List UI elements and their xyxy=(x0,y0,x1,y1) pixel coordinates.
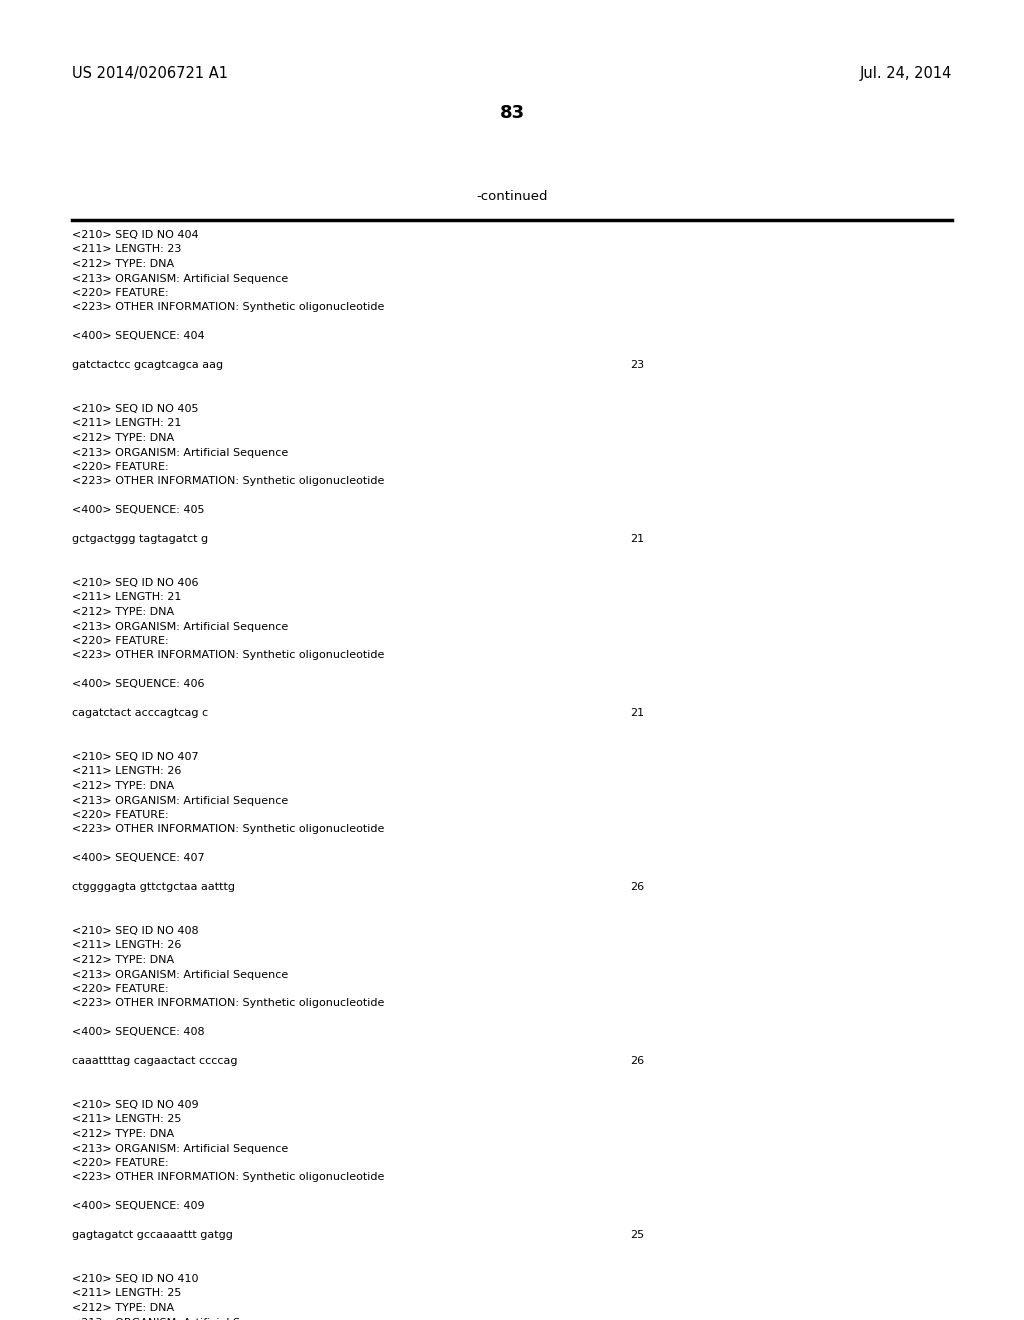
Text: ctggggagta gttctgctaa aatttg: ctggggagta gttctgctaa aatttg xyxy=(72,883,234,892)
Text: 26: 26 xyxy=(630,883,644,892)
Text: <213> ORGANISM: Artificial Sequence: <213> ORGANISM: Artificial Sequence xyxy=(72,969,288,979)
Text: <213> ORGANISM: Artificial Sequence: <213> ORGANISM: Artificial Sequence xyxy=(72,273,288,284)
Text: US 2014/0206721 A1: US 2014/0206721 A1 xyxy=(72,66,228,81)
Text: <223> OTHER INFORMATION: Synthetic oligonucleotide: <223> OTHER INFORMATION: Synthetic oligo… xyxy=(72,302,384,313)
Text: <212> TYPE: DNA: <212> TYPE: DNA xyxy=(72,259,174,269)
Text: <213> ORGANISM: Artificial Sequence: <213> ORGANISM: Artificial Sequence xyxy=(72,796,288,805)
Text: <212> TYPE: DNA: <212> TYPE: DNA xyxy=(72,433,174,444)
Text: <223> OTHER INFORMATION: Synthetic oligonucleotide: <223> OTHER INFORMATION: Synthetic oligo… xyxy=(72,998,384,1008)
Text: 83: 83 xyxy=(500,104,524,121)
Text: <211> LENGTH: 23: <211> LENGTH: 23 xyxy=(72,244,181,255)
Text: <220> FEATURE:: <220> FEATURE: xyxy=(72,462,169,473)
Text: <400> SEQUENCE: 405: <400> SEQUENCE: 405 xyxy=(72,506,205,516)
Text: <210> SEQ ID NO 407: <210> SEQ ID NO 407 xyxy=(72,752,199,762)
Text: 23: 23 xyxy=(630,360,644,371)
Text: <213> ORGANISM: Artificial Sequence: <213> ORGANISM: Artificial Sequence xyxy=(72,1143,288,1154)
Text: <211> LENGTH: 25: <211> LENGTH: 25 xyxy=(72,1288,181,1299)
Text: <211> LENGTH: 21: <211> LENGTH: 21 xyxy=(72,593,181,602)
Text: Jul. 24, 2014: Jul. 24, 2014 xyxy=(859,66,952,81)
Text: 21: 21 xyxy=(630,709,644,718)
Text: <210> SEQ ID NO 406: <210> SEQ ID NO 406 xyxy=(72,578,199,587)
Text: <223> OTHER INFORMATION: Synthetic oligonucleotide: <223> OTHER INFORMATION: Synthetic oligo… xyxy=(72,651,384,660)
Text: cagatctact acccagtcag c: cagatctact acccagtcag c xyxy=(72,709,208,718)
Text: <212> TYPE: DNA: <212> TYPE: DNA xyxy=(72,781,174,791)
Text: <223> OTHER INFORMATION: Synthetic oligonucleotide: <223> OTHER INFORMATION: Synthetic oligo… xyxy=(72,1172,384,1183)
Text: <223> OTHER INFORMATION: Synthetic oligonucleotide: <223> OTHER INFORMATION: Synthetic oligo… xyxy=(72,477,384,487)
Text: <213> ORGANISM: Artificial Sequence: <213> ORGANISM: Artificial Sequence xyxy=(72,622,288,631)
Text: <210> SEQ ID NO 409: <210> SEQ ID NO 409 xyxy=(72,1100,199,1110)
Text: gctgactggg tagtagatct g: gctgactggg tagtagatct g xyxy=(72,535,208,544)
Text: <211> LENGTH: 25: <211> LENGTH: 25 xyxy=(72,1114,181,1125)
Text: 26: 26 xyxy=(630,1056,644,1067)
Text: <210> SEQ ID NO 410: <210> SEQ ID NO 410 xyxy=(72,1274,199,1284)
Text: <220> FEATURE:: <220> FEATURE: xyxy=(72,1158,169,1168)
Text: <400> SEQUENCE: 406: <400> SEQUENCE: 406 xyxy=(72,680,205,689)
Text: <220> FEATURE:: <220> FEATURE: xyxy=(72,983,169,994)
Text: <212> TYPE: DNA: <212> TYPE: DNA xyxy=(72,607,174,616)
Text: caaattttag cagaactact ccccag: caaattttag cagaactact ccccag xyxy=(72,1056,238,1067)
Text: <212> TYPE: DNA: <212> TYPE: DNA xyxy=(72,954,174,965)
Text: <212> TYPE: DNA: <212> TYPE: DNA xyxy=(72,1129,174,1139)
Text: <400> SEQUENCE: 407: <400> SEQUENCE: 407 xyxy=(72,854,205,863)
Text: <211> LENGTH: 21: <211> LENGTH: 21 xyxy=(72,418,181,429)
Text: <211> LENGTH: 26: <211> LENGTH: 26 xyxy=(72,767,181,776)
Text: <220> FEATURE:: <220> FEATURE: xyxy=(72,288,169,298)
Text: <210> SEQ ID NO 408: <210> SEQ ID NO 408 xyxy=(72,927,199,936)
Text: <213> ORGANISM: Artificial Sequence: <213> ORGANISM: Artificial Sequence xyxy=(72,1317,288,1320)
Text: 25: 25 xyxy=(630,1230,644,1241)
Text: <223> OTHER INFORMATION: Synthetic oligonucleotide: <223> OTHER INFORMATION: Synthetic oligo… xyxy=(72,825,384,834)
Text: <212> TYPE: DNA: <212> TYPE: DNA xyxy=(72,1303,174,1313)
Text: <400> SEQUENCE: 408: <400> SEQUENCE: 408 xyxy=(72,1027,205,1038)
Text: <213> ORGANISM: Artificial Sequence: <213> ORGANISM: Artificial Sequence xyxy=(72,447,288,458)
Text: <211> LENGTH: 26: <211> LENGTH: 26 xyxy=(72,940,181,950)
Text: <210> SEQ ID NO 405: <210> SEQ ID NO 405 xyxy=(72,404,199,414)
Text: <220> FEATURE:: <220> FEATURE: xyxy=(72,810,169,820)
Text: <210> SEQ ID NO 404: <210> SEQ ID NO 404 xyxy=(72,230,199,240)
Text: gagtagatct gccaaaattt gatgg: gagtagatct gccaaaattt gatgg xyxy=(72,1230,232,1241)
Text: -continued: -continued xyxy=(476,190,548,203)
Text: <400> SEQUENCE: 404: <400> SEQUENCE: 404 xyxy=(72,331,205,342)
Text: <400> SEQUENCE: 409: <400> SEQUENCE: 409 xyxy=(72,1201,205,1212)
Text: <220> FEATURE:: <220> FEATURE: xyxy=(72,636,169,645)
Text: gatctactcc gcagtcagca aag: gatctactcc gcagtcagca aag xyxy=(72,360,223,371)
Text: 21: 21 xyxy=(630,535,644,544)
